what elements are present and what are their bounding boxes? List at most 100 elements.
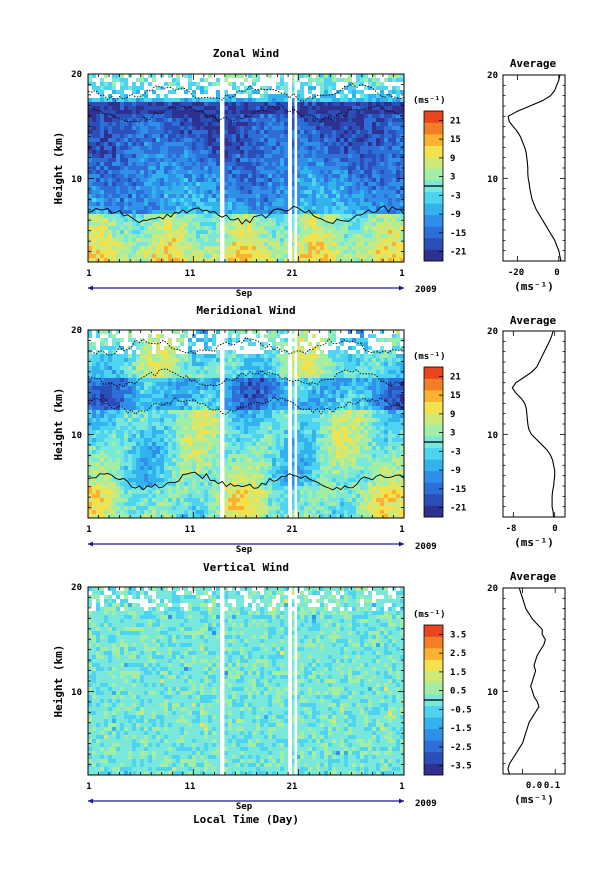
heat-cell [200, 158, 205, 163]
heat-cell [256, 198, 261, 203]
plot-axes [87, 73, 405, 263]
heat-cell [168, 426, 173, 431]
heat-cell [104, 110, 109, 115]
heat-cell [184, 134, 189, 139]
heat-cell [96, 142, 101, 147]
heat-cell [88, 178, 93, 183]
heat-cell [144, 454, 149, 459]
heat-cell [276, 118, 281, 123]
heat-cell [176, 350, 181, 355]
heat-cell [140, 218, 145, 223]
heat-cell [128, 450, 133, 455]
heat-cell [400, 138, 404, 143]
heat-cell [152, 202, 157, 207]
heat-cell [176, 354, 181, 359]
heat-cell [184, 234, 189, 239]
heat-cell [176, 358, 181, 363]
heat-cell [312, 98, 317, 103]
heat-cell [192, 246, 197, 251]
heat-cell [376, 98, 381, 103]
heat-cell [384, 106, 389, 111]
contour-line [88, 205, 404, 225]
heat-cell [112, 182, 117, 187]
heat-cell [364, 158, 369, 163]
heat-cell [88, 482, 93, 487]
heat-cell [148, 478, 153, 483]
heat-cell [136, 174, 141, 179]
heat-cell [300, 214, 305, 219]
heat-cell [384, 122, 389, 127]
heat-cell [308, 106, 313, 111]
colorbar-swatch [424, 111, 443, 123]
heat-cell [208, 94, 213, 99]
heat-cell [384, 190, 389, 195]
heat-cell [160, 330, 165, 335]
heat-cell [272, 146, 277, 151]
heat-cell [388, 170, 393, 175]
heat-cell [184, 142, 189, 147]
heat-cell [276, 190, 281, 195]
heat-cell [376, 166, 381, 171]
heat-cell [256, 118, 261, 123]
heat-cell [324, 158, 329, 163]
heat-cell [116, 126, 121, 131]
heat-cell [104, 90, 109, 95]
heat-cell [236, 210, 241, 215]
heat-cell [236, 82, 241, 87]
heat-cell [348, 102, 353, 107]
heat-cell [156, 398, 161, 403]
heat-cell [216, 174, 221, 179]
heat-cell [224, 190, 229, 195]
heat-cell [272, 162, 277, 167]
heat-cell [196, 142, 201, 147]
heat-cell [116, 366, 121, 371]
heat-cell [140, 90, 145, 95]
heat-cell [400, 110, 404, 115]
heat-cell [172, 470, 177, 475]
heat-cell [296, 254, 301, 259]
heat-cell [396, 118, 401, 123]
heat-cell [196, 210, 201, 215]
heat-cell [112, 434, 117, 439]
heat-cell [204, 190, 209, 195]
heat-cell [240, 154, 245, 159]
heat-cell [148, 190, 153, 195]
heat-cell [168, 378, 173, 383]
heat-cell [396, 198, 401, 203]
heat-cell [116, 222, 121, 227]
heat-cell [144, 358, 149, 363]
heat-cell [256, 78, 261, 83]
heat-cell [308, 118, 313, 123]
heat-cell [272, 98, 277, 103]
heat-cell [172, 206, 177, 211]
colorbar-tick-label: 15 [450, 135, 461, 145]
heat-cell [152, 470, 157, 475]
heat-cell [384, 86, 389, 91]
heat-cell [328, 182, 333, 187]
heat-cell [184, 90, 189, 95]
heat-cell [112, 382, 117, 387]
heat-cell [124, 246, 129, 251]
heat-cell [164, 438, 169, 443]
heat-cell [284, 162, 289, 167]
heat-cell [360, 122, 365, 127]
heat-cell [224, 106, 229, 111]
heat-cell [276, 198, 281, 203]
heat-cell [196, 234, 201, 239]
heat-cell [336, 226, 341, 231]
heat-cell [96, 410, 101, 415]
heat-cell [320, 118, 325, 123]
heat-cell [392, 78, 397, 83]
heat-cell [260, 214, 265, 219]
heat-cell [148, 202, 153, 207]
heat-cell [296, 178, 301, 183]
heat-cell [272, 178, 277, 183]
heat-cell [100, 406, 105, 411]
heat-cell [360, 166, 365, 171]
heat-cell [248, 86, 253, 91]
heat-cell [96, 382, 101, 387]
heat-cell [380, 226, 385, 231]
heat-cell [168, 114, 173, 119]
heat-cell [100, 470, 105, 475]
heat-cell [188, 90, 193, 95]
